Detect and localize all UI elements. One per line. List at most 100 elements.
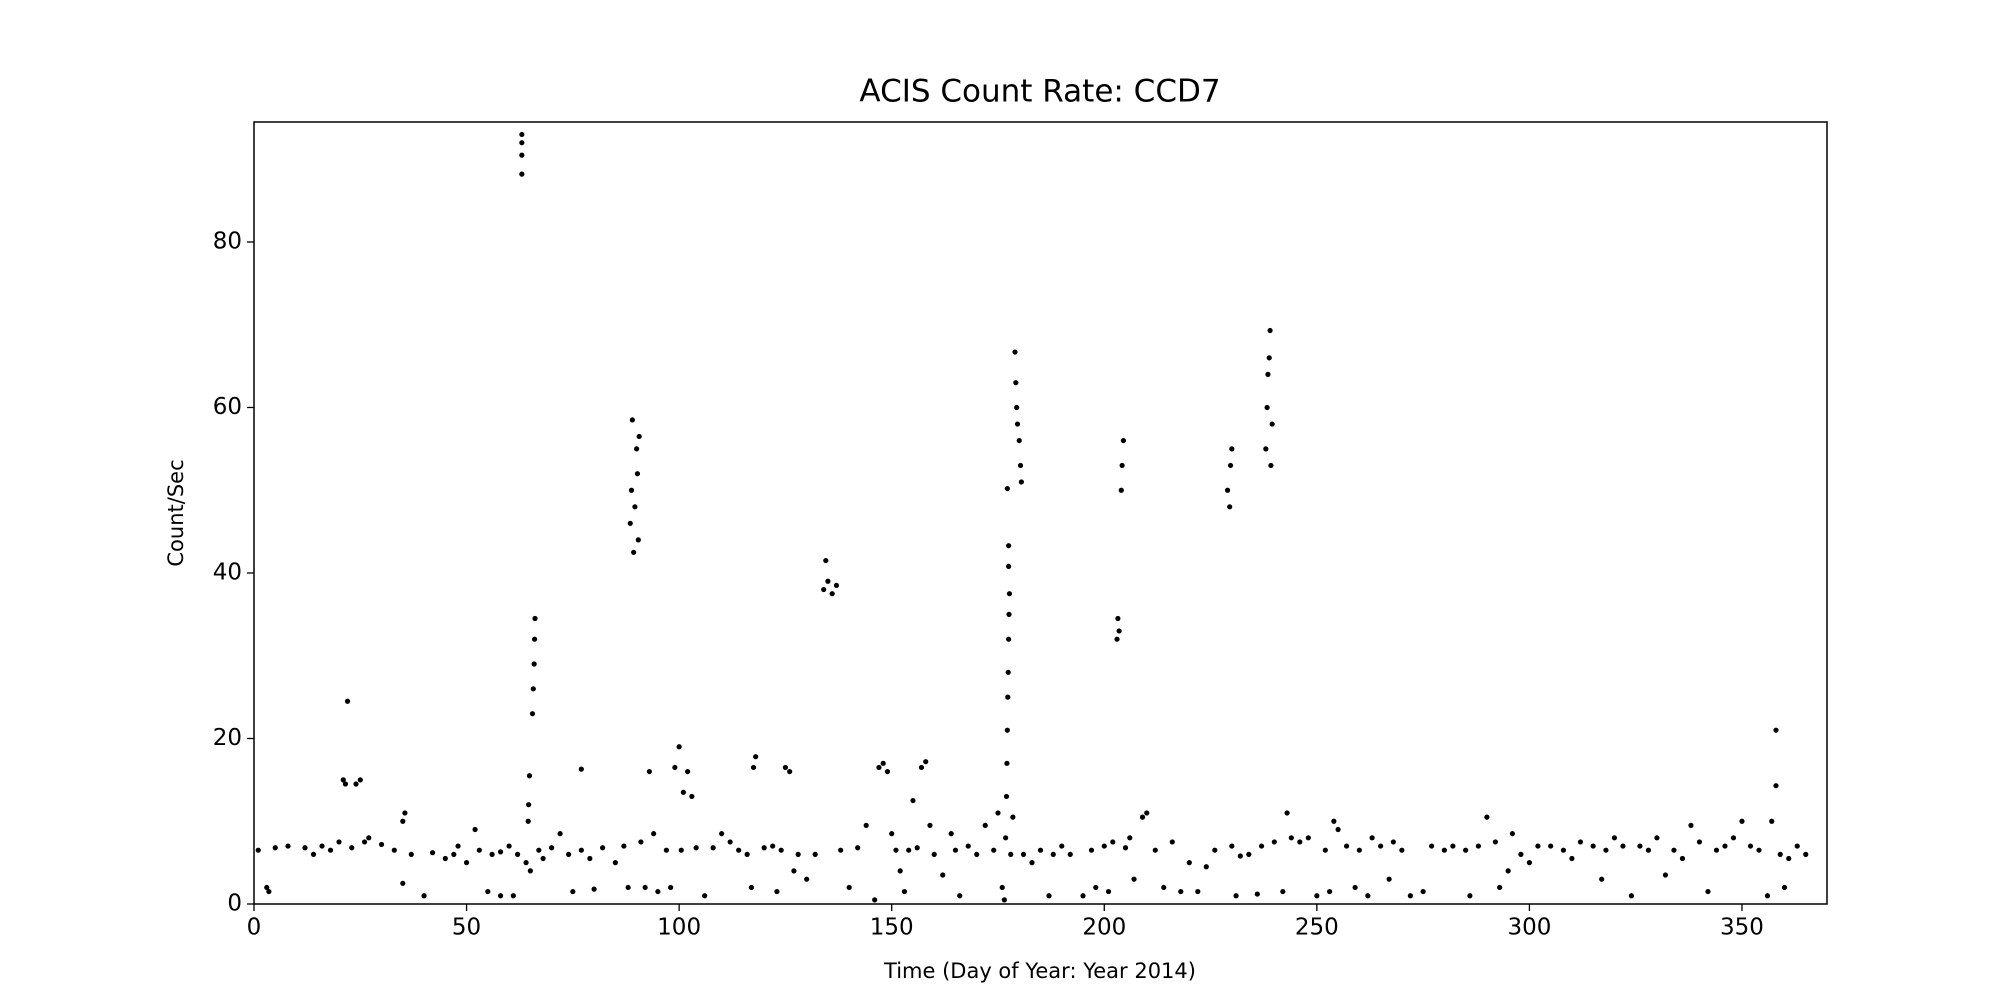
data-point: [693, 845, 699, 851]
data-point: [1050, 851, 1056, 857]
data-point: [948, 831, 954, 837]
data-point: [514, 851, 521, 857]
data-point: [1284, 810, 1290, 816]
data-point: [1637, 843, 1643, 849]
data-point: [893, 847, 899, 853]
data-point: [940, 872, 946, 878]
data-point: [655, 888, 661, 895]
data-point: [1005, 669, 1011, 675]
data-point: [391, 847, 397, 853]
data-point: [1006, 543, 1012, 549]
data-point: [1018, 479, 1024, 485]
data-point: [1122, 845, 1129, 851]
x-tick-label: 100: [657, 915, 701, 941]
data-point: [1004, 760, 1010, 766]
data-point: [634, 446, 640, 452]
data-point: [1118, 487, 1124, 493]
data-point: [1003, 835, 1009, 841]
data-point: [570, 888, 576, 895]
data-point: [525, 818, 531, 824]
data-point: [1029, 860, 1035, 866]
data-point: [476, 847, 482, 853]
data-point: [451, 851, 457, 857]
data-point: [1369, 835, 1375, 841]
data-point: [531, 636, 538, 642]
data-point: [855, 845, 861, 851]
data-point: [1603, 847, 1609, 853]
data-point: [548, 845, 555, 851]
data-point: [1169, 839, 1175, 845]
data-point: [566, 851, 572, 857]
data-point: [1014, 404, 1020, 411]
data-point: [1093, 884, 1099, 891]
data-point: [791, 868, 797, 874]
data-point: [889, 831, 895, 837]
y-axis-label: Count/Sec: [164, 459, 188, 566]
x-tick-label: 0: [247, 915, 262, 941]
data-point: [1786, 855, 1792, 862]
data-point: [1266, 355, 1272, 361]
data-point: [880, 760, 886, 766]
data-point: [638, 839, 644, 845]
y-tick-label: 60: [213, 394, 242, 420]
data-point: [536, 847, 542, 853]
data-point: [1263, 446, 1269, 452]
data-point: [1012, 349, 1018, 355]
x-axis-label: Time (Day of Year: Year 2014): [883, 959, 1196, 983]
data-point: [1773, 783, 1779, 789]
data-point: [529, 711, 536, 717]
x-tick-label: 200: [1082, 915, 1126, 941]
data-point: [485, 888, 491, 895]
data-point: [1730, 835, 1737, 841]
data-point: [621, 843, 627, 849]
data-point: [702, 893, 708, 899]
data-point: [1006, 591, 1013, 597]
data-point: [1237, 853, 1243, 859]
x-tick-label: 350: [1720, 915, 1764, 941]
data-point: [663, 847, 669, 853]
data-point: [1518, 851, 1524, 857]
data-point: [918, 764, 925, 771]
data-point: [1268, 462, 1274, 469]
data-point: [1696, 839, 1703, 845]
data-point: [1254, 891, 1260, 897]
data-point: [1628, 893, 1635, 899]
data-point: [526, 802, 532, 808]
data-point: [727, 839, 733, 845]
data-point: [1739, 818, 1745, 824]
data-point: [710, 845, 716, 851]
data-point: [1611, 835, 1618, 841]
data-point: [1269, 421, 1275, 427]
data-point: [378, 841, 385, 848]
data-point: [952, 847, 959, 853]
data-point: [1679, 855, 1686, 862]
data-point: [1305, 835, 1311, 841]
data-point: [319, 843, 325, 849]
data-point: [587, 855, 593, 862]
data-point: [1017, 462, 1024, 469]
data-point: [1229, 843, 1235, 849]
data-point: [1110, 839, 1116, 845]
data-point: [1769, 818, 1775, 824]
data-point: [557, 831, 563, 837]
data-point: [527, 868, 533, 874]
x-tick-label: 150: [870, 915, 914, 941]
x-tick-label: 250: [1295, 915, 1339, 941]
data-point: [1331, 818, 1337, 824]
data-point: [540, 855, 546, 862]
data-point: [1020, 851, 1027, 857]
data-point: [787, 768, 793, 775]
data-point: [1233, 893, 1239, 899]
data-point: [991, 847, 997, 853]
data-point: [526, 773, 533, 779]
data-point: [1101, 843, 1107, 849]
data-point: [327, 847, 334, 853]
data-point: [506, 843, 512, 849]
data-point: [823, 557, 829, 564]
data-point: [591, 886, 597, 892]
data-point: [1016, 437, 1022, 444]
data-point: [995, 810, 1001, 816]
data-point: [1773, 727, 1779, 733]
data-point: [1441, 847, 1447, 853]
